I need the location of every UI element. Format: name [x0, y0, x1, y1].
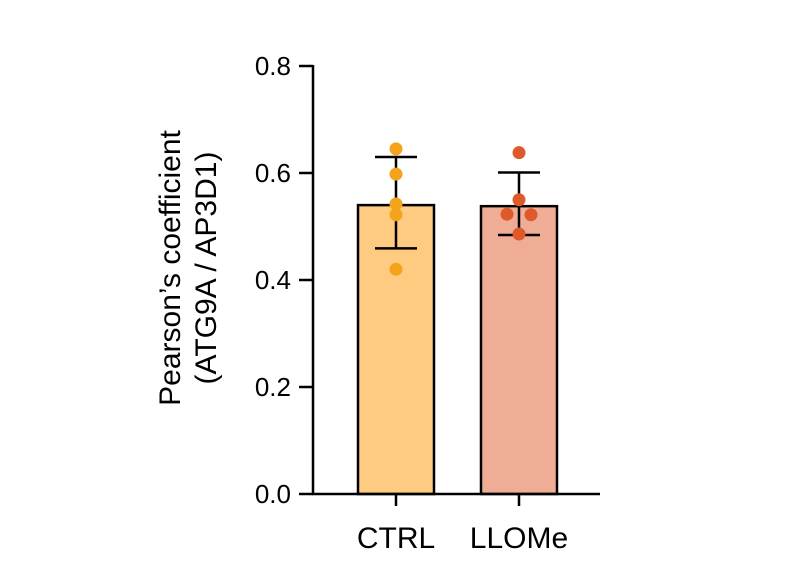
- data-point-llome: [512, 227, 526, 241]
- y-tick-label: 0.8: [255, 51, 291, 81]
- bar-llome: [479, 204, 559, 496]
- y-tick-label: 0.2: [255, 372, 291, 402]
- y-axis-title-line-1: Pearson’s coefficient: [154, 129, 187, 405]
- data-point-llome: [500, 207, 514, 221]
- axes-layer: CTRL LLOMe 0.0 0.2 0.4 0.6 0.8: [255, 51, 600, 555]
- y-tick-label: 0.6: [255, 158, 291, 188]
- bars-layer: [356, 203, 559, 496]
- y-tick-label: 0.0: [255, 479, 291, 509]
- data-point-ctrl: [389, 262, 403, 276]
- error-bars-layer: [375, 155, 540, 250]
- data-points-layer: [389, 142, 538, 276]
- y-tick-label: 0.4: [255, 265, 291, 295]
- y-axis-title: Pearson’s coefficient (ATG9A / AP3D1): [154, 129, 223, 405]
- data-point-llome: [512, 146, 526, 160]
- data-point-llome: [512, 193, 526, 207]
- data-point-ctrl: [389, 197, 403, 211]
- y-axis-title-line-2: (ATG9A / AP3D1): [190, 152, 223, 385]
- x-tick-label-ctrl: CTRL: [357, 522, 435, 555]
- data-point-ctrl: [389, 167, 403, 181]
- data-point-llome: [524, 208, 538, 222]
- data-point-ctrl: [389, 142, 403, 156]
- data-point-ctrl: [389, 208, 403, 222]
- x-tick-label-llome: LLOMe: [470, 522, 568, 555]
- bar-ctrl: [356, 203, 436, 496]
